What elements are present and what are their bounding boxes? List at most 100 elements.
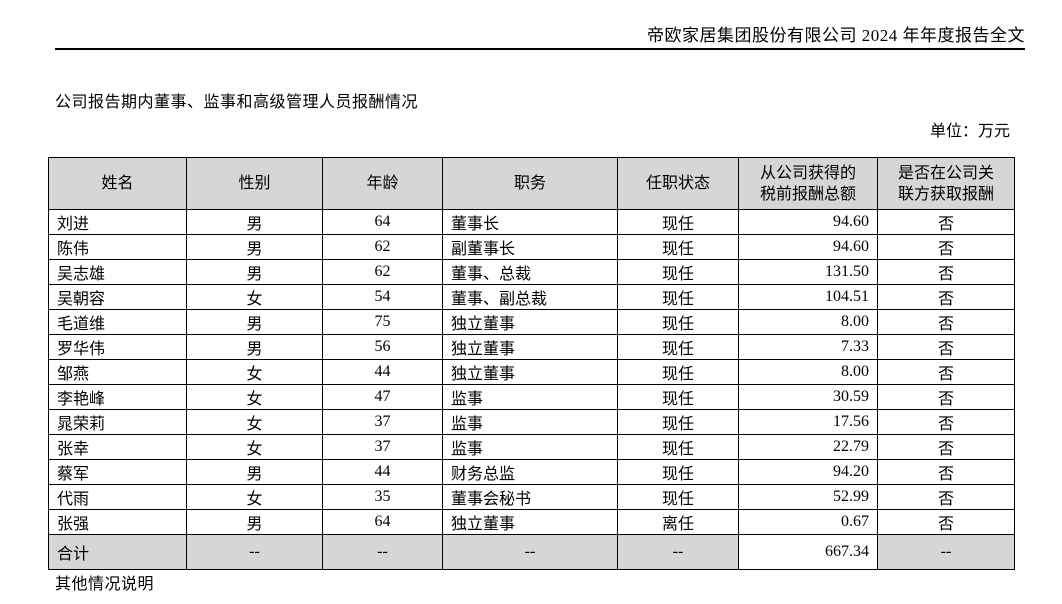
doc-header-title: 帝欧家居集团股份有限公司 2024 年年度报告全文 bbox=[647, 26, 1025, 45]
cell-status: 现任 bbox=[617, 309, 739, 335]
cell-age: 62 bbox=[322, 234, 443, 260]
cell-compensation: 22.79 bbox=[738, 434, 878, 460]
cell-name: 陈伟 bbox=[48, 234, 187, 260]
cell-related: 否 bbox=[877, 309, 1015, 335]
compensation-table: 姓名 性别 年龄 职务 任职状态 从公司获得的 税前报酬总额 是否在公司关 联方… bbox=[48, 157, 1015, 570]
cell-related: 否 bbox=[877, 234, 1015, 260]
cell-compensation: 131.50 bbox=[738, 259, 878, 285]
cell-gender: 女 bbox=[186, 284, 323, 310]
table-row: 陈伟 男 62 副董事长 现任 94.60 否 bbox=[48, 234, 1015, 260]
table-row: 李艳峰 女 47 监事 现任 30.59 否 bbox=[48, 384, 1015, 410]
cell-compensation: 94.60 bbox=[738, 209, 878, 235]
cell-position: 董事会秘书 bbox=[442, 484, 618, 510]
total-related: -- bbox=[877, 534, 1015, 570]
cell-gender: 女 bbox=[186, 484, 323, 510]
cell-status: 现任 bbox=[617, 259, 739, 285]
cell-age: 44 bbox=[322, 359, 443, 385]
cell-gender: 男 bbox=[186, 509, 323, 535]
cell-position: 监事 bbox=[442, 384, 618, 410]
table-row: 晁荣莉 女 37 监事 现任 17.56 否 bbox=[48, 409, 1015, 435]
cell-age: 62 bbox=[322, 259, 443, 285]
cell-related: 否 bbox=[877, 209, 1015, 235]
cell-status: 现任 bbox=[617, 409, 739, 435]
cell-age: 64 bbox=[322, 209, 443, 235]
cell-position: 财务总监 bbox=[442, 459, 618, 485]
table-row: 吴朝容 女 54 董事、副总裁 现任 104.51 否 bbox=[48, 284, 1015, 310]
cell-status: 现任 bbox=[617, 334, 739, 360]
table-row: 吴志雄 男 62 董事、总裁 现任 131.50 否 bbox=[48, 259, 1015, 285]
cell-position: 董事长 bbox=[442, 209, 618, 235]
cell-age: 54 bbox=[322, 284, 443, 310]
cell-name: 毛道维 bbox=[48, 309, 187, 335]
cell-age: 64 bbox=[322, 509, 443, 535]
cell-name: 晁荣莉 bbox=[48, 409, 187, 435]
cell-compensation: 7.33 bbox=[738, 334, 878, 360]
cell-age: 44 bbox=[322, 459, 443, 485]
section-title: 公司报告期内董事、监事和高级管理人员报酬情况 bbox=[55, 94, 419, 111]
cell-status: 现任 bbox=[617, 359, 739, 385]
cell-position: 董事、副总裁 bbox=[442, 284, 618, 310]
unit-label: 单位：万元 bbox=[929, 123, 1010, 140]
cell-gender: 女 bbox=[186, 434, 323, 460]
cell-name: 吴朝容 bbox=[48, 284, 187, 310]
cell-compensation: 94.60 bbox=[738, 234, 878, 260]
table-row: 张强 男 64 独立董事 离任 0.67 否 bbox=[48, 509, 1015, 535]
cell-related: 否 bbox=[877, 459, 1015, 485]
cell-compensation: 8.00 bbox=[738, 359, 878, 385]
total-status: -- bbox=[617, 534, 739, 570]
cell-status: 现任 bbox=[617, 234, 739, 260]
cell-related: 否 bbox=[877, 434, 1015, 460]
table-row: 蔡军 男 44 财务总监 现任 94.20 否 bbox=[48, 459, 1015, 485]
cell-position: 董事、总裁 bbox=[442, 259, 618, 285]
cell-position: 独立董事 bbox=[442, 359, 618, 385]
cell-related: 否 bbox=[877, 384, 1015, 410]
cell-name: 吴志雄 bbox=[48, 259, 187, 285]
total-age: -- bbox=[322, 534, 443, 570]
cell-name: 邹燕 bbox=[48, 359, 187, 385]
cell-compensation: 30.59 bbox=[738, 384, 878, 410]
cell-gender: 男 bbox=[186, 334, 323, 360]
cell-position: 独立董事 bbox=[442, 334, 618, 360]
cell-related: 否 bbox=[877, 409, 1015, 435]
cell-name: 刘进 bbox=[48, 209, 187, 235]
header-position: 职务 bbox=[442, 157, 618, 210]
cell-related: 否 bbox=[877, 284, 1015, 310]
table-row: 张幸 女 37 监事 现任 22.79 否 bbox=[48, 434, 1015, 460]
cell-compensation: 104.51 bbox=[738, 284, 878, 310]
header-status: 任职状态 bbox=[617, 157, 739, 210]
table-total-row: 合计 -- -- -- -- 667.34 -- bbox=[48, 534, 1015, 570]
cell-gender: 女 bbox=[186, 359, 323, 385]
cell-name: 张强 bbox=[48, 509, 187, 535]
cell-position: 监事 bbox=[442, 409, 618, 435]
cell-status: 现任 bbox=[617, 434, 739, 460]
footer-note: 其他情况说明 bbox=[55, 576, 155, 593]
cell-related: 否 bbox=[877, 484, 1015, 510]
cell-status: 现任 bbox=[617, 284, 739, 310]
table-row: 代雨 女 35 董事会秘书 现任 52.99 否 bbox=[48, 484, 1015, 510]
cell-position: 独立董事 bbox=[442, 309, 618, 335]
cell-status: 现任 bbox=[617, 384, 739, 410]
cell-related: 否 bbox=[877, 359, 1015, 385]
table-row: 毛道维 男 75 独立董事 现任 8.00 否 bbox=[48, 309, 1015, 335]
table-row: 刘进 男 64 董事长 现任 94.60 否 bbox=[48, 209, 1015, 235]
cell-status: 离任 bbox=[617, 509, 739, 535]
header-related: 是否在公司关 联方获取报酬 bbox=[877, 157, 1015, 210]
table-row: 罗华伟 男 56 独立董事 现任 7.33 否 bbox=[48, 334, 1015, 360]
total-position: -- bbox=[442, 534, 618, 570]
cell-gender: 女 bbox=[186, 384, 323, 410]
table-row: 邹燕 女 44 独立董事 现任 8.00 否 bbox=[48, 359, 1015, 385]
cell-gender: 男 bbox=[186, 309, 323, 335]
table-body: 刘进 男 64 董事长 现任 94.60 否 陈伟 男 62 副董事长 现任 9… bbox=[48, 209, 1015, 535]
cell-status: 现任 bbox=[617, 209, 739, 235]
cell-compensation: 8.00 bbox=[738, 309, 878, 335]
header-rule bbox=[55, 48, 1025, 50]
cell-related: 否 bbox=[877, 509, 1015, 535]
cell-age: 56 bbox=[322, 334, 443, 360]
cell-name: 李艳峰 bbox=[48, 384, 187, 410]
header-compensation: 从公司获得的 税前报酬总额 bbox=[738, 157, 878, 210]
cell-related: 否 bbox=[877, 259, 1015, 285]
total-gender: -- bbox=[186, 534, 323, 570]
table-header-row: 姓名 性别 年龄 职务 任职状态 从公司获得的 税前报酬总额 是否在公司关 联方… bbox=[48, 157, 1015, 210]
total-label: 合计 bbox=[48, 534, 187, 570]
